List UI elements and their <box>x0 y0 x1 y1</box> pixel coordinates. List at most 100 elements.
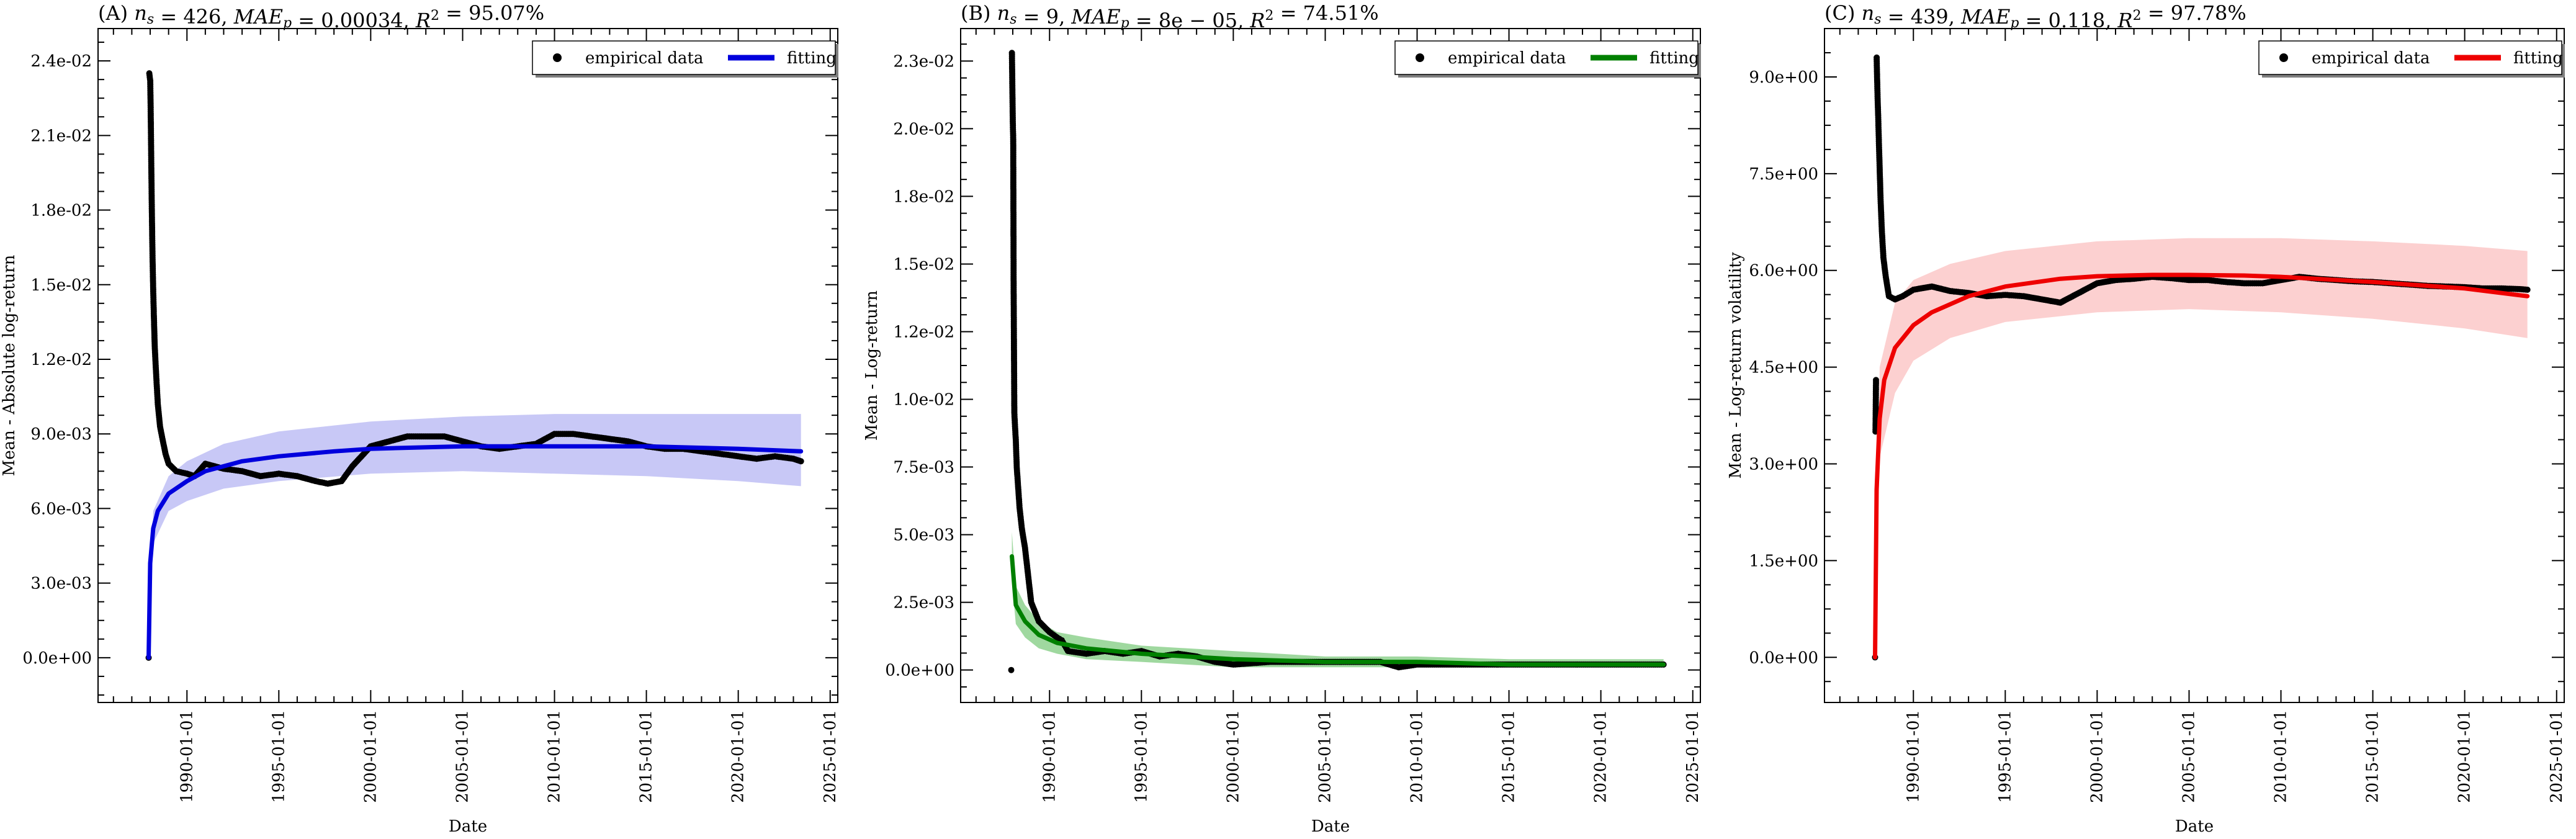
x-tick-label: 2005-01-01 <box>453 710 472 803</box>
legend-label-fitting: fitting <box>1649 49 1699 68</box>
panel-c: 0.0e+00 1.5e+00 3.0e+00 4.5e+00 6.0e+00 7.5e+… <box>1726 1 2566 836</box>
x-tick-label: 1990-01-01 <box>1904 710 1923 803</box>
x-tick-label: 2010-01-01 <box>545 710 564 803</box>
legend-box <box>2258 40 2562 75</box>
y-ticks <box>961 43 1700 688</box>
y-tick-label: 0.0e+00 <box>885 662 954 680</box>
x-tick-label: 2020-01-01 <box>2456 710 2474 803</box>
title-run: R <box>415 9 431 32</box>
y-tick-label: 3.0e-03 <box>30 575 92 593</box>
panel-b: 0.0e+00 2.5e-03 5.0e-03 7.5e-03 1.0e-02 1.2e-… <box>863 1 1702 836</box>
title-run: p <box>1121 16 1129 31</box>
x-tick-label: 1995-01-01 <box>1996 710 2014 803</box>
title-run: = 97.78% <box>2142 1 2246 25</box>
title-run: (A) <box>98 1 134 25</box>
y-tick-label: 2.4e-02 <box>30 52 92 71</box>
x-tick-label: 2015-01-01 <box>2364 710 2382 803</box>
y-tick-label: 6.0e-03 <box>30 500 92 518</box>
x-tick-label: 2010-01-01 <box>1408 710 1427 803</box>
fitting-line <box>1010 554 1666 667</box>
x-axis-label: Date <box>2175 817 2214 836</box>
x-tick-label: 2000-01-01 <box>2088 710 2106 803</box>
title-run: n <box>1862 1 1875 25</box>
legend-label-fitting: fitting <box>787 49 837 68</box>
y-tick-label: 1.5e+00 <box>1749 552 1818 570</box>
y-tick-label: 1.8e-02 <box>893 187 954 206</box>
y-tick-label: 2.1e-02 <box>30 127 92 145</box>
y-tick-label: 1.8e-02 <box>30 202 92 220</box>
y-tick-label: 1.2e-02 <box>30 351 92 369</box>
x-tick-label: 2015-01-01 <box>637 710 656 803</box>
data-point <box>1008 666 1015 673</box>
y-tick-label: 1.5e-02 <box>30 276 92 295</box>
y-tick-label: 0.0e+00 <box>22 649 92 668</box>
panel-title: (B) ns = 9, MAEp = 8e − 05, R2 = 74.51% <box>961 1 1379 32</box>
title-run: (B) <box>961 1 997 25</box>
title-run: s <box>1010 12 1016 27</box>
confidence-band <box>1012 532 1664 668</box>
data-point <box>1873 377 1879 384</box>
title-run: = 95.07% <box>439 1 544 25</box>
data-point <box>797 458 804 465</box>
legend-dot-marker <box>2279 53 2288 62</box>
x-tick-label: 2010-01-01 <box>2272 710 2291 803</box>
panel-title: (C) ns = 439, MAEp = 0.118, R2 = 97.78% <box>1824 1 2246 32</box>
title-run: MAE <box>1070 5 1120 29</box>
title-run: R <box>2117 9 2133 32</box>
legend-label-fitting: fitting <box>2513 49 2563 68</box>
x-tick-label: 2025-01-01 <box>2547 710 2566 803</box>
fitting-line <box>146 444 804 660</box>
legend-label-empirical: empirical data <box>1448 49 1566 68</box>
y-tick-label: 2.0e-02 <box>893 120 954 138</box>
title-run: n <box>997 1 1010 25</box>
empirical-data-points <box>1008 50 1667 673</box>
plot-frame <box>960 28 1701 703</box>
legend: empirical data fitting <box>2258 40 2565 78</box>
plot-area <box>145 70 804 661</box>
legend: empirical data fitting <box>532 40 838 78</box>
x-tick-label: 2000-01-01 <box>361 710 380 803</box>
title-run: 2 <box>2133 8 2142 24</box>
title-run: p <box>283 16 292 31</box>
x-tick-label: 1990-01-01 <box>177 710 196 803</box>
x-tick-label: 2025-01-01 <box>1684 710 1702 803</box>
y-ticks <box>1824 28 2564 683</box>
y-tick-label: 7.5e+00 <box>1749 165 1818 184</box>
title-run: = 9, <box>1017 5 1072 29</box>
y-tick-label: 9.0e+00 <box>1749 68 1818 87</box>
x-tick-label: 2005-01-01 <box>1316 710 1334 803</box>
y-axis-label: Mean - Absolute log-return <box>0 254 19 476</box>
panel-title: (A) ns = 426, MAEp = 0.00034, R2 = 95.07… <box>98 1 544 32</box>
y-tick-label: 7.5e-03 <box>893 459 954 477</box>
title-run: p <box>2010 16 2019 31</box>
x-tick-label: 2000-01-01 <box>1224 710 1242 803</box>
x-ticks <box>975 29 1694 702</box>
legend-box <box>532 40 836 75</box>
y-tick-label: 1.2e-02 <box>893 323 954 341</box>
y-axis-label: Mean - Log-return <box>863 290 881 441</box>
legend-label-empirical: empirical data <box>2312 49 2430 68</box>
title-run: n <box>134 1 147 25</box>
x-axis-label: Date <box>1311 817 1350 836</box>
y-tick-label: 6.0e+00 <box>1749 262 1818 280</box>
x-tick-label: 1990-01-01 <box>1040 710 1059 803</box>
y-tick-label: 1.0e-02 <box>893 391 954 410</box>
title-run: s <box>147 12 154 27</box>
x-tick-label: 1995-01-01 <box>269 710 288 803</box>
x-tick-label: 1995-01-01 <box>1132 710 1151 803</box>
empirical-data-points <box>1872 54 2531 661</box>
title-run: = 8e − 05, <box>1129 9 1250 32</box>
panel-a: 0.0e+00 3.0e-03 6.0e-03 9.0e-03 1.2e-02 1.5e-… <box>0 1 840 836</box>
legend: empirical data fitting <box>1394 40 1701 78</box>
x-tick-label: 2005-01-01 <box>2179 710 2198 803</box>
y-axis-label: Mean - Log-return volatility <box>1726 252 1745 478</box>
title-run: 2 <box>431 8 439 24</box>
data-point <box>2524 286 2531 293</box>
legend-dot-marker <box>553 53 562 62</box>
y-ticks <box>98 42 838 696</box>
y-tick-label: 4.5e+00 <box>1749 359 1818 377</box>
x-axis-label: Date <box>449 817 487 836</box>
legend-dot-marker <box>1416 53 1424 62</box>
confidence-band <box>1875 238 2528 658</box>
